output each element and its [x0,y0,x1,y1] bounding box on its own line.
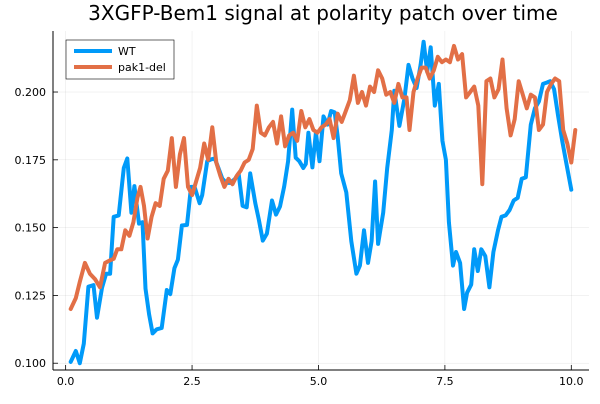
series-lines [68,39,578,366]
axes [52,31,589,371]
chart-title: 3XGFP-Bem1 signal at polarity patch over… [88,1,558,25]
y-tick-label: 0.200 [15,86,47,99]
x-tick-label: 2.5 [183,375,201,388]
y-tick-label: 0.125 [15,289,47,302]
series-line-wt [68,39,574,366]
legend: WT pak1-del [65,39,175,80]
x-tick-label: 0.0 [57,375,75,388]
y-tick-label: 0.175 [15,154,47,167]
legend-label-pak1-del: pak1-del [118,61,166,74]
x-tick-label: 7.5 [436,375,454,388]
legend-box [65,39,175,80]
legend-label-wt: WT [118,45,136,58]
x-tick-label: 10.0 [559,375,584,388]
y-tick-label: 0.150 [15,222,47,235]
tick-labels: 0.0 2.5 5.0 7.5 10.0 0.100 0.125 0.150 0.175 0.20… [15,86,584,388]
series-line-pak1-del [68,43,578,311]
x-tick-label: 5.0 [310,375,328,388]
y-tick-label: 0.100 [15,357,47,370]
